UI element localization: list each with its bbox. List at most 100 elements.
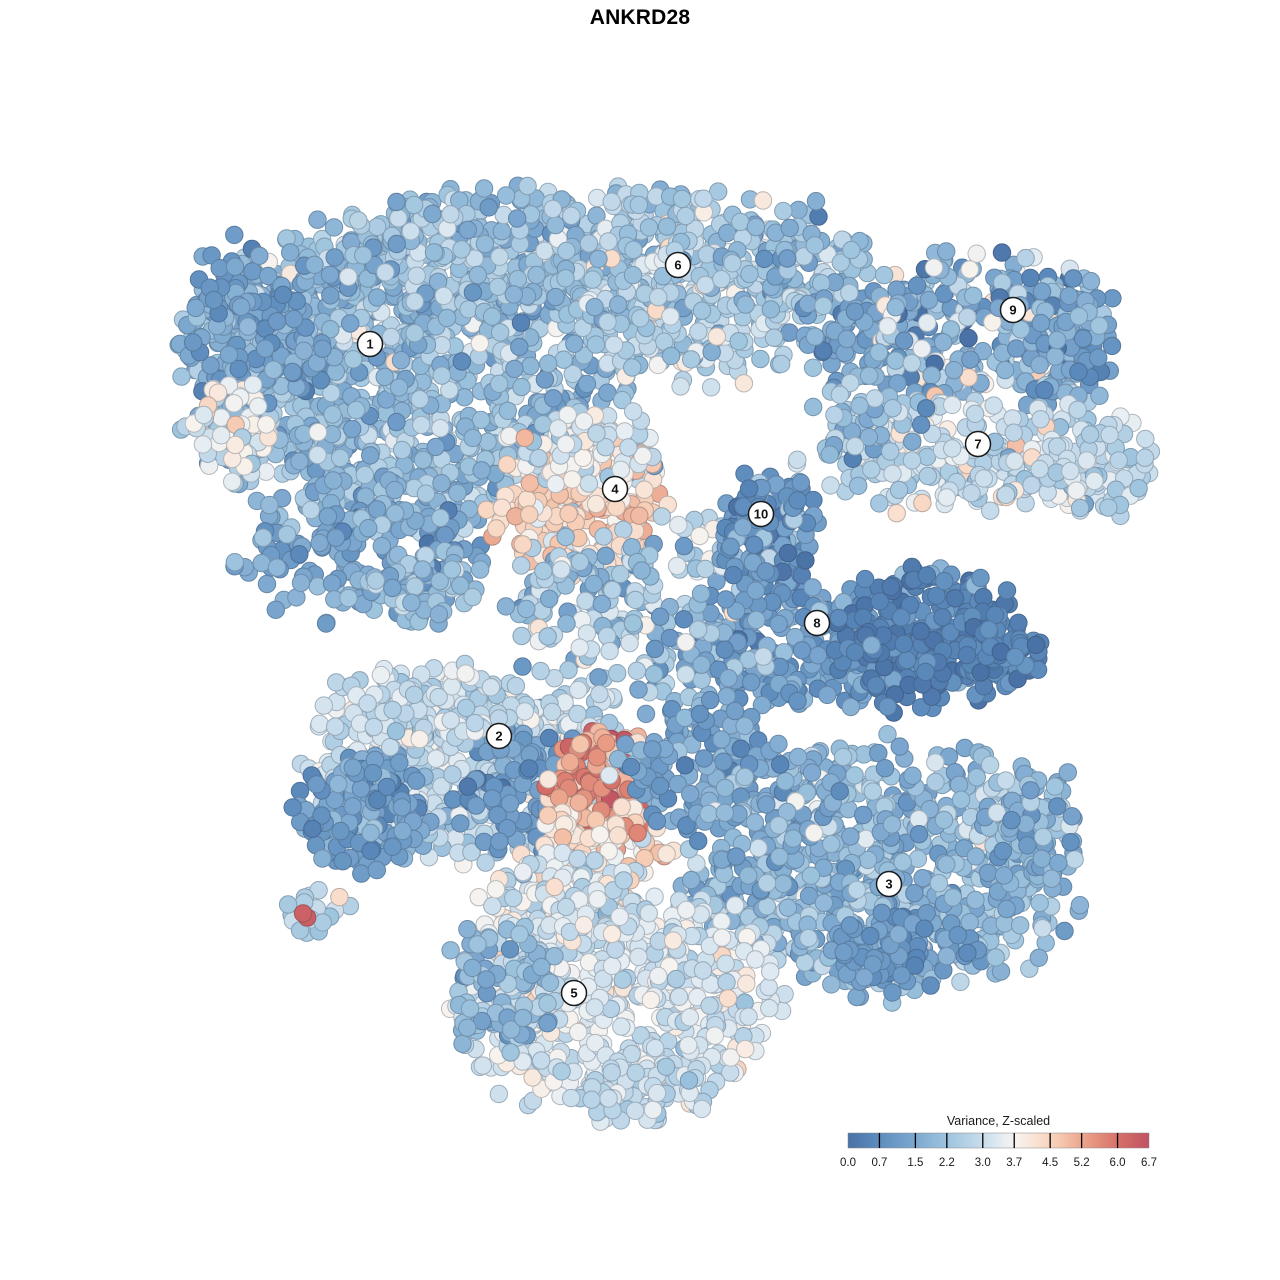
data-point: [482, 307, 502, 326]
data-point: [746, 217, 766, 237]
data-point: [1007, 339, 1026, 358]
data-point: [842, 240, 861, 260]
data-point: [183, 333, 203, 352]
data-point: [226, 435, 245, 455]
data-point: [1109, 451, 1128, 470]
data-point: [471, 410, 491, 430]
data-point: [619, 438, 638, 457]
data-point: [1021, 268, 1040, 288]
data-point: [426, 749, 446, 768]
data-point: [367, 500, 387, 519]
data-point: [351, 779, 371, 798]
data-point: [585, 298, 604, 317]
data-point: [1069, 362, 1088, 381]
data-point: [452, 240, 471, 259]
data-point: [231, 297, 251, 316]
data-point: [517, 490, 537, 509]
data-point: [911, 622, 930, 641]
data-point: [805, 327, 825, 346]
data-point: [552, 560, 571, 579]
data-point: [669, 515, 688, 535]
data-point: [971, 663, 990, 682]
data-point: [407, 266, 426, 285]
data-point: [965, 404, 985, 423]
data-point: [392, 798, 412, 817]
data-point: [533, 415, 553, 434]
data-point: [764, 328, 784, 347]
data-point: [907, 276, 927, 295]
data-point: [208, 383, 228, 402]
data-point: [459, 300, 478, 319]
data-point: [389, 378, 409, 397]
data-point: [902, 354, 921, 373]
data-point: [984, 396, 1003, 415]
data-point: [383, 578, 402, 598]
data-point: [329, 774, 348, 794]
data-point: [259, 266, 278, 286]
data-point: [535, 370, 555, 389]
data-point: [307, 775, 326, 794]
data-point: [423, 204, 442, 224]
data-point: [1046, 347, 1065, 366]
data-point: [367, 217, 387, 237]
data-point: [855, 569, 875, 589]
data-point: [344, 350, 363, 369]
data-point: [1099, 498, 1118, 517]
data-point: [971, 568, 990, 588]
data-point: [924, 258, 944, 277]
data-point: [696, 275, 715, 295]
data-point: [624, 240, 643, 260]
data-point: [431, 508, 450, 528]
data-point: [734, 374, 754, 393]
data-point: [1085, 471, 1104, 491]
data-point: [544, 389, 563, 408]
data-point: [290, 452, 309, 471]
data-point: [667, 556, 687, 576]
data-point: [393, 821, 412, 841]
data-point: [496, 186, 516, 205]
data-point: [520, 505, 539, 524]
data-point: [632, 561, 651, 580]
data-point: [386, 504, 405, 523]
data-point: [652, 507, 671, 526]
data-point: [723, 254, 742, 273]
data-point: [803, 358, 823, 377]
data-point: [404, 195, 424, 215]
data-point: [407, 771, 426, 790]
data-point: [1006, 647, 1025, 667]
data-point: [1016, 248, 1035, 268]
data-point: [510, 337, 529, 357]
data-point: [489, 374, 509, 393]
data-point: [186, 298, 205, 318]
data-point: [520, 474, 539, 493]
data-point: [508, 209, 527, 228]
data-point: [518, 176, 537, 196]
data-point: [477, 500, 496, 519]
data-point: [598, 312, 617, 332]
data-point: [1059, 286, 1079, 306]
data-point: [778, 249, 797, 268]
data-point: [1030, 459, 1049, 479]
data-point: [554, 350, 573, 369]
data-point: [769, 614, 788, 634]
data-point: [1069, 307, 1089, 326]
data-point: [715, 640, 734, 659]
data-point: [405, 577, 425, 596]
data-point: [753, 191, 773, 210]
data-point: [372, 536, 391, 556]
data-point: [887, 504, 906, 523]
data-point: [635, 480, 654, 499]
data-point: [339, 588, 358, 608]
data-point: [410, 390, 429, 409]
data-point: [308, 423, 328, 442]
data-point: [472, 461, 491, 480]
data-point: [563, 470, 582, 489]
data-point: [290, 545, 309, 564]
data-point: [324, 471, 343, 490]
data-point: [426, 437, 445, 457]
data-point: [613, 390, 632, 410]
data-point: [922, 366, 941, 385]
data-point: [586, 335, 606, 354]
data-point: [937, 242, 956, 261]
data-point: [894, 331, 914, 350]
